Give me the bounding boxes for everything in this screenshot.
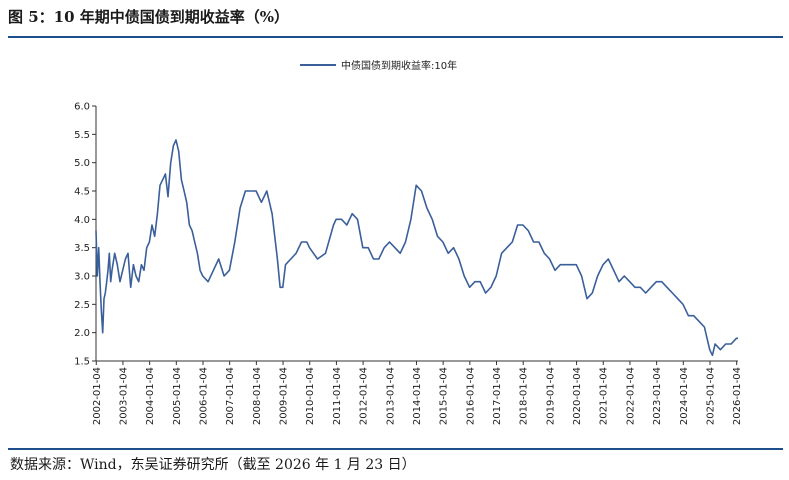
x-tick-label: 2014-01-04	[412, 367, 423, 425]
x-tick-label: 2002-01-04	[92, 367, 103, 425]
y-tick-label: 4.0	[74, 215, 90, 226]
x-tick-label: 2008-01-04	[252, 367, 263, 425]
y-tick-label: 3.5	[74, 243, 90, 254]
x-tick-label: 2015-01-04	[439, 367, 450, 425]
y-tick-label: 4.5	[74, 187, 90, 198]
source-rule	[8, 448, 783, 450]
legend-label: 中债国债到期收益率:10年	[341, 59, 457, 72]
source-note: 数据来源：Wind，东吴证券研究所（截至 2026 年 1 月 23 日）	[10, 457, 416, 473]
y-tick-label: 5.0	[74, 158, 90, 169]
x-tick-label: 2006-01-04	[199, 367, 210, 425]
x-tick-label: 2018-01-04	[519, 367, 530, 425]
x-tick-label: 2019-01-04	[545, 367, 556, 425]
x-tick-label: 2023-01-04	[652, 367, 663, 425]
y-tick-label: 2.0	[74, 328, 90, 339]
figure-title: 图 5：10 年期中债国债到期收益率（%）	[8, 8, 290, 26]
x-tick-label: 2025-01-04	[705, 367, 716, 425]
line-chart: 中债国债到期收益率:10年 1.5 2.0 2.5 3.0 3.5 4.0 4.5 5.0 5.…	[74, 59, 743, 425]
y-tick-label: 2.5	[74, 300, 90, 311]
x-tick-label: 2010-01-04	[305, 367, 316, 425]
x-tick-label: 2016-01-04	[465, 367, 476, 425]
x-tick-label: 2011-01-04	[332, 367, 343, 425]
x-tick-label: 2009-01-04	[279, 367, 290, 425]
x-tick-label: 2021-01-04	[599, 367, 610, 425]
series-line-10y-yield	[95, 139, 738, 357]
x-tick-label: 2026-01-04	[732, 367, 743, 425]
x-tick-label: 2020-01-04	[572, 367, 583, 425]
x-tick-label: 2007-01-04	[225, 367, 236, 425]
x-tick-label: 2024-01-04	[679, 367, 690, 425]
y-tick-label: 5.5	[74, 130, 90, 141]
y-tick-label: 1.5	[74, 357, 90, 368]
x-tick-label: 2013-01-04	[385, 367, 396, 425]
x-tick-label: 2005-01-04	[172, 367, 183, 425]
y-tick-label: 3.0	[74, 272, 90, 283]
x-axis-ticks: 2002-01-04 2003-01-04 2004-01-04 2005-01-04…	[92, 361, 743, 425]
x-tick-label: 2022-01-04	[625, 367, 636, 425]
y-tick-label: 6.0	[74, 102, 90, 113]
x-tick-label: 2017-01-04	[492, 367, 503, 425]
y-axis-ticks: 1.5 2.0 2.5 3.0 3.5 4.0 4.5 5.0 5.5 6.0	[74, 102, 96, 368]
x-tick-label: 2004-01-04	[145, 367, 156, 425]
legend: 中债国债到期收益率:10年	[300, 59, 457, 72]
x-tick-label: 2003-01-04	[118, 367, 129, 425]
title-rule	[8, 36, 783, 38]
x-tick-label: 2012-01-04	[359, 367, 370, 425]
